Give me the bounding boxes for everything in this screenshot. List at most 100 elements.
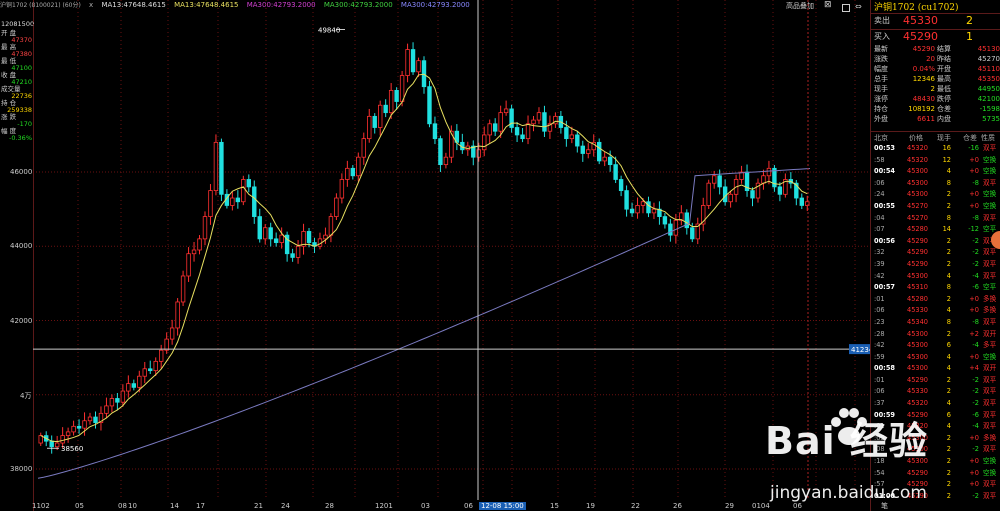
tick-row: :54 45290 2 +0 空换: [871, 468, 1000, 480]
buy-row[interactable]: 买入 45290 1: [871, 29, 1000, 44]
tick-nature: 多换: [983, 294, 997, 303]
quote-value: 6611: [917, 115, 935, 123]
candle-body: [169, 327, 175, 340]
tick-price: 45290: [907, 259, 928, 268]
crosshair-price-tag: [849, 344, 870, 355]
overlay-menu[interactable]: 高品叠加: [786, 2, 814, 10]
tick-nature: 双平: [983, 445, 997, 454]
tick-volume: 6: [946, 410, 951, 419]
x-tick-label: 21: [254, 502, 263, 510]
tick-time: :07: [874, 225, 885, 234]
y-tick-label: 44000: [10, 242, 33, 251]
collapse-icon[interactable]: ⇔: [855, 2, 862, 11]
tick-price: 45270: [907, 213, 928, 222]
tick-volume: 4: [946, 306, 951, 315]
candle-body: [476, 149, 481, 158]
tick-time: :01: [874, 375, 885, 384]
candle-body: [235, 197, 241, 203]
candle-body: [509, 108, 514, 128]
tick-price: 45300: [907, 433, 928, 442]
candle-body: [131, 383, 137, 388]
quote-label: 最新: [874, 45, 888, 53]
candle-body: [794, 182, 799, 199]
tick-nature: 空换: [983, 155, 997, 164]
tick-price: 45300: [907, 445, 928, 454]
candle-body: [755, 182, 761, 199]
candle-body: [241, 179, 246, 203]
y-tick-label: 42000: [10, 316, 33, 325]
quote-value: 0.04%: [912, 65, 935, 73]
tick-oi-change: +0: [969, 457, 979, 466]
candle-body: [783, 179, 788, 195]
tick-oi-change: -2: [972, 387, 979, 396]
tick-row: :28 45300 2 +2 双开: [871, 329, 1000, 341]
candle-body: [613, 164, 618, 180]
tick-row: 00:57 45310 8 -6 空平: [871, 282, 1000, 294]
candle-body: [208, 190, 213, 217]
tick-row: 00:59 45290 6 -6 双平: [871, 410, 1000, 422]
tick-volume: 2: [946, 375, 951, 384]
tick-row: :04 45270 8 -8 双平: [871, 213, 1000, 225]
tick-nature: 双平: [983, 480, 997, 489]
x-tick-label: 06: [464, 502, 473, 510]
candle-body: [575, 134, 580, 147]
tick-volume: 2: [946, 248, 951, 257]
ma13-line: [40, 73, 808, 443]
close-icon[interactable]: x: [89, 1, 94, 9]
x-axis: 1102 05 08 10 14 17 21 24 28 1201 03 06 12-08 15:00 1…: [32, 502, 870, 511]
sell-row[interactable]: 卖出 45330 2: [871, 14, 1000, 28]
tick-row: :01 45290 2 -2 双平: [871, 375, 1000, 387]
tick-row: :24 45300 2 +0 空换: [871, 189, 1000, 201]
stat-6: 涨 跌 -170: [1, 114, 32, 128]
tick-nature: 双平: [983, 317, 997, 326]
candle-body: [410, 49, 416, 73]
tick-time: :59: [874, 352, 885, 361]
tick-volume: 2: [946, 468, 951, 477]
tick-nature: 双平: [983, 236, 997, 245]
tick-nature: 双平: [983, 144, 997, 152]
tick-row: :39 45290 2 -2 双平: [871, 259, 1000, 271]
tick-nature: 空换: [983, 468, 997, 477]
floating-badge-icon[interactable]: [991, 231, 1000, 249]
tick-price: 45290: [907, 468, 928, 477]
candle-body: [197, 238, 202, 251]
candle-body: [49, 440, 54, 448]
candle-body: [777, 186, 783, 195]
quote-value: 45110: [977, 65, 1000, 73]
menu-icon[interactable]: [842, 4, 850, 12]
candle-body: [761, 175, 766, 184]
ma13-label: MA13:47648.4615: [101, 1, 166, 9]
watermark-url: jingyan.baidu.com: [770, 483, 927, 503]
candle-body: [191, 249, 197, 255]
tick-price: 45280: [907, 225, 928, 234]
candle-body: [739, 171, 744, 180]
candle-body: [87, 416, 93, 422]
tick-price: 45340: [907, 317, 928, 326]
quote-value: 2: [930, 85, 935, 93]
candle-body: [54, 442, 60, 448]
tick-oi-change: +0: [969, 167, 979, 176]
tick-volume: 12: [942, 155, 951, 164]
tick-oi-change: -12: [968, 225, 979, 234]
candle-body: [701, 205, 706, 225]
stat-value: 47380: [11, 50, 32, 58]
candle-body: [323, 234, 328, 240]
tick-volume: 4: [946, 364, 951, 373]
tick-oi-change: -2: [972, 259, 979, 268]
candle-body: [367, 115, 372, 140]
candle-body: [213, 141, 219, 192]
candle-body: [492, 123, 498, 132]
candle-body: [438, 138, 443, 166]
footer-label: 笔: [881, 502, 888, 510]
candle-body: [487, 123, 492, 136]
window-close-icon[interactable]: ⊠: [824, 0, 832, 10]
tick-oi-change: +0: [969, 433, 979, 442]
tick-oi-change: -6: [972, 410, 979, 419]
tick-oi-change: -4: [972, 422, 979, 431]
tick-header-cell: 性质: [981, 134, 995, 142]
sell-label: 卖出: [874, 16, 890, 25]
candle-body: [580, 145, 585, 154]
candle-body: [219, 141, 224, 195]
candle-body: [104, 405, 109, 414]
